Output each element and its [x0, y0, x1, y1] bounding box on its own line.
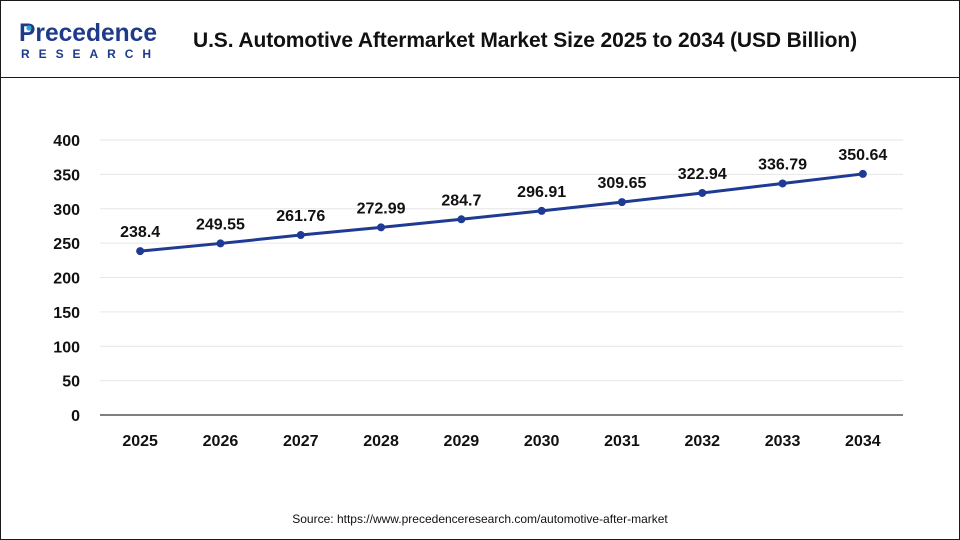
- x-tick-label: 2033: [765, 433, 801, 450]
- y-tick-label: 400: [53, 133, 80, 150]
- logo-wordmark: Precedence: [19, 19, 157, 47]
- y-tick-label: 50: [62, 374, 80, 391]
- series-line: [140, 172, 864, 253]
- y-tick-label: 250: [53, 236, 80, 253]
- source-note: Source: https://www.precedenceresearch.c…: [292, 512, 668, 526]
- logo-subtitle: RESEARCH: [21, 47, 151, 61]
- line-chart: 0 50 100 150 200 250 300 350 400 2025 2026 2027 2028…: [53, 133, 903, 450]
- data-point: [698, 188, 707, 197]
- y-tick-label: 100: [53, 339, 80, 356]
- y-tick-label: 0: [71, 408, 80, 425]
- data-label: 272.99: [357, 200, 406, 217]
- data-point: [216, 239, 225, 248]
- header-bar: Precedence RESEARCH U.S. Automotive Afte…: [1, 1, 959, 78]
- data-label: 336.79: [758, 156, 807, 173]
- data-point: [136, 247, 145, 256]
- data-label: 261.76: [276, 208, 325, 225]
- x-tick-label: 2026: [203, 433, 239, 450]
- y-tick-label: 300: [53, 202, 80, 219]
- data-label: 284.7: [441, 192, 481, 209]
- x-tick-label: 2029: [444, 433, 480, 450]
- y-tick-label: 200: [53, 271, 80, 288]
- x-tick-label: 2034: [845, 433, 881, 450]
- data-point: [377, 223, 386, 232]
- x-tick-label: 2031: [604, 433, 640, 450]
- x-tick-label: 2025: [122, 433, 158, 450]
- x-tick-label: 2030: [524, 433, 560, 450]
- brand-logo-graphic: Precedence RESEARCH: [19, 19, 157, 61]
- data-label: 296.91: [517, 184, 566, 201]
- brand-logo: Precedence RESEARCH: [19, 19, 159, 63]
- chart-title: U.S. Automotive Aftermarket Market Size …: [193, 29, 858, 52]
- data-label: 350.64: [838, 147, 887, 164]
- x-tick-label: 2028: [363, 433, 399, 450]
- data-label: 249.55: [196, 216, 245, 233]
- data-label: 322.94: [678, 166, 727, 183]
- data-point: [296, 231, 305, 240]
- data-point: [858, 169, 867, 178]
- data-label: 238.4: [120, 224, 160, 241]
- y-tick-label: 350: [53, 167, 80, 184]
- x-tick-label: 2032: [684, 433, 720, 450]
- data-label: 309.65: [597, 175, 646, 192]
- x-tick-label: 2027: [283, 433, 319, 450]
- data-point: [617, 198, 626, 207]
- y-tick-label: 150: [53, 305, 80, 322]
- data-point: [457, 215, 466, 224]
- data-point: [537, 206, 546, 215]
- logo-accent-dot: [26, 25, 32, 31]
- data-point: [778, 179, 787, 188]
